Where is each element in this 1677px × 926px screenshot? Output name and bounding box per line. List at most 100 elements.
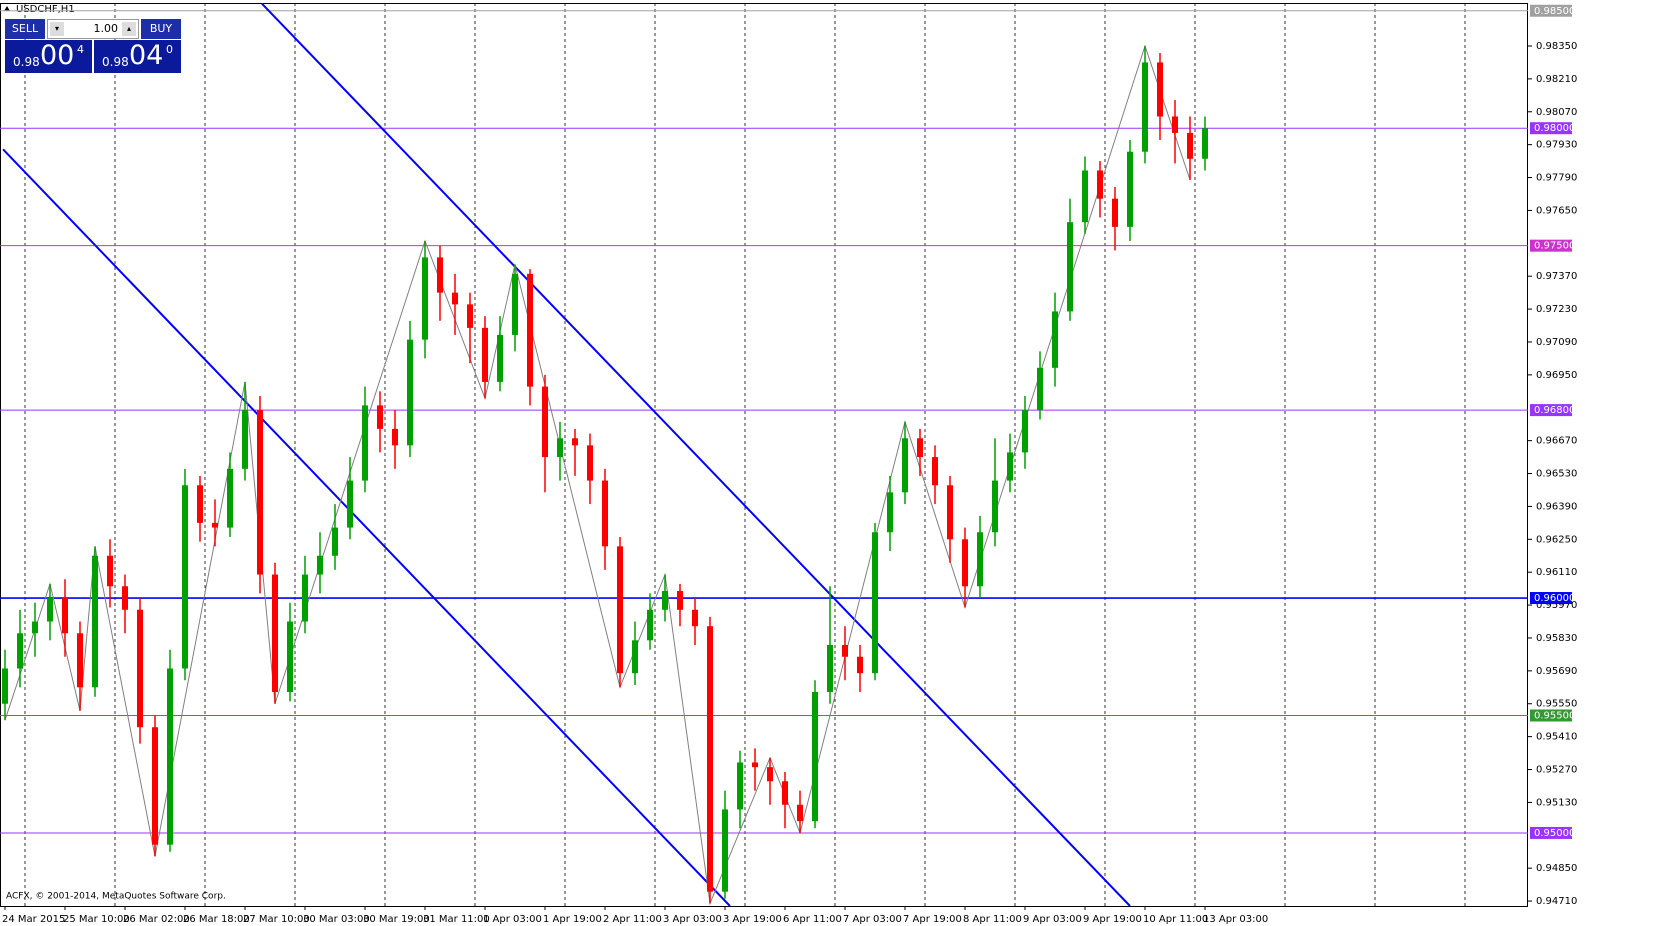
y-tick-label: 0.95270	[1536, 765, 1577, 776]
bid-quote[interactable]: 0.98 00 4	[5, 40, 92, 73]
candle-body	[392, 428, 398, 446]
y-tick-label: 0.96670	[1536, 436, 1577, 447]
y-tick-label: 0.94850	[1536, 863, 1577, 874]
level-label-box	[1530, 709, 1572, 722]
y-tick-label: 0.98070	[1536, 107, 1577, 118]
candle-body	[827, 645, 833, 692]
level-label: 0.97500	[1534, 241, 1575, 252]
candle-body	[62, 598, 68, 634]
y-tick-label: 0.94710	[1536, 896, 1577, 907]
candle-body	[857, 656, 863, 674]
candle-body	[92, 555, 98, 688]
candle-body	[122, 586, 128, 610]
candle-body	[362, 405, 368, 481]
candle-body	[287, 621, 293, 692]
bid-pips: 00	[40, 40, 75, 71]
y-tick-label: 0.98210	[1536, 74, 1577, 85]
candle-body	[797, 804, 803, 822]
chart-title: USDCHF,H1	[16, 4, 75, 15]
level-label: 0.98500	[1534, 6, 1575, 17]
candle-body	[947, 485, 953, 540]
candle-body	[707, 626, 713, 892]
candle-body	[482, 327, 488, 382]
x-tick-label: 9 Apr 19:00	[1083, 914, 1142, 925]
level-label-box	[1530, 404, 1572, 417]
candle-body	[602, 480, 608, 547]
candle-body	[1127, 151, 1133, 227]
buy-button[interactable]: BUY	[141, 19, 181, 39]
x-tick-label: 26 Mar 18:00	[183, 914, 250, 925]
vertical-grid	[24, 3, 1466, 906]
x-tick-label: 10 Apr 11:00	[1143, 914, 1208, 925]
y-tick-label: 0.97930	[1536, 140, 1577, 151]
bid-big: 0.98	[13, 55, 40, 69]
candle-body	[2, 668, 8, 704]
candle-body	[617, 546, 623, 674]
candle-body	[167, 668, 173, 845]
candle-body	[452, 292, 458, 305]
x-tick-label: 27 Mar 10:00	[243, 914, 310, 925]
ask-big: 0.98	[102, 55, 129, 69]
candle-body	[212, 522, 218, 528]
candle-body	[842, 645, 848, 657]
candle-body	[347, 480, 353, 528]
candle-body	[242, 410, 248, 469]
candle-body	[962, 539, 968, 587]
candle-body	[1007, 452, 1013, 481]
lot-down[interactable]: ▾	[50, 22, 64, 36]
candle-body	[317, 555, 323, 575]
sell-button[interactable]: SELL	[5, 19, 45, 39]
x-tick-label: 1 Apr 19:00	[543, 914, 602, 925]
ask-quote[interactable]: 0.98 04 0	[94, 40, 181, 73]
candle-body	[497, 334, 503, 382]
y-tick-label: 0.95830	[1536, 633, 1577, 644]
x-tick-label: 7 Apr 19:00	[903, 914, 962, 925]
level-label-box	[1530, 4, 1572, 17]
candle-body	[782, 781, 788, 805]
candle-body	[722, 809, 728, 892]
candle-body	[107, 555, 113, 587]
candle-body	[422, 257, 428, 340]
y-tick-label: 0.96530	[1536, 469, 1577, 480]
y-tick-label: 0.98350	[1536, 41, 1577, 52]
level-label: 0.96000	[1534, 593, 1575, 604]
level-label: 0.95000	[1534, 828, 1575, 839]
candle-body	[557, 438, 563, 458]
candle-body	[677, 590, 683, 610]
candle-body	[47, 598, 53, 622]
y-tick-label: 0.95690	[1536, 666, 1577, 677]
candle-body	[527, 273, 533, 387]
lot-value[interactable]: 1.00	[93, 22, 119, 35]
x-tick-label: 8 Apr 11:00	[963, 914, 1022, 925]
candle-body	[1187, 132, 1193, 159]
plot-frame	[0, 3, 1528, 907]
candle-body	[137, 609, 143, 728]
candle-body	[977, 532, 983, 587]
y-tick-label: 0.95410	[1536, 732, 1577, 743]
candle-body	[572, 438, 578, 446]
lot-up[interactable]: ▴	[122, 22, 136, 36]
trade-panel: SELL ▾ 1.00 ▴ BUY 0.98 00 4 0.98 04 0	[5, 19, 181, 73]
candle-body	[587, 445, 593, 481]
candle-body	[272, 574, 278, 692]
y-tick-label: 0.96110	[1536, 567, 1577, 578]
candle-body	[1157, 62, 1163, 117]
candle-body	[1097, 170, 1103, 199]
y-tick-label: 0.95130	[1536, 797, 1577, 808]
x-tick-label: 7 Apr 03:00	[843, 914, 902, 925]
candle-body	[737, 762, 743, 810]
title-arrow	[4, 6, 10, 11]
candle-body	[767, 767, 773, 782]
candle-body	[812, 691, 818, 822]
candle-body	[1142, 62, 1148, 152]
x-tick-label: 31 Mar 11:00	[423, 914, 490, 925]
x-tick-label: 9 Apr 03:00	[1023, 914, 1082, 925]
x-tick-label: 26 Mar 02:00	[123, 914, 190, 925]
candle-body	[932, 457, 938, 486]
level-label-box	[1530, 592, 1572, 605]
candle-body	[467, 304, 473, 328]
x-tick-label: 1 Apr 03:00	[483, 914, 542, 925]
y-tick-label: 0.97650	[1536, 205, 1577, 216]
